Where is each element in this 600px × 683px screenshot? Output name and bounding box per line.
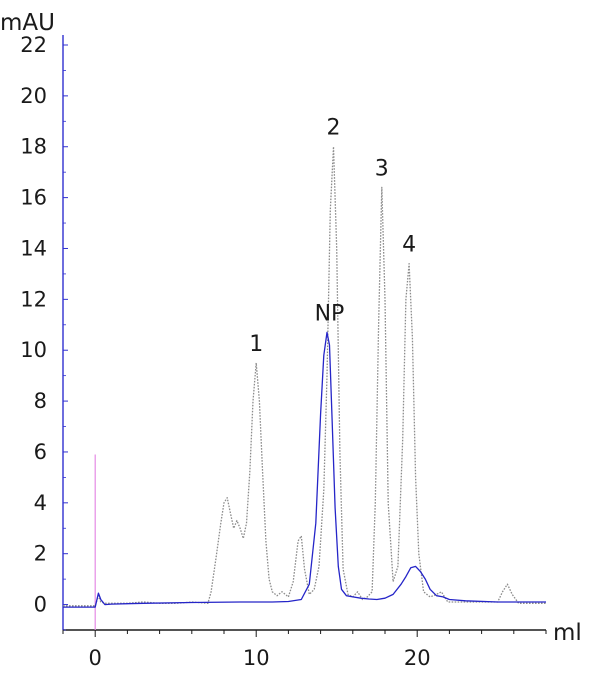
y-tick-label-18: 18 <box>20 135 47 159</box>
peak-label-1: 1 <box>249 332 263 357</box>
y-axis-unit-label: mAU <box>0 10 55 36</box>
y-tick-label-16: 16 <box>20 186 47 210</box>
plot-lines <box>63 146 546 608</box>
y-tick-label-0: 0 <box>34 593 47 617</box>
peak-label-3: 3 <box>375 156 389 181</box>
x-tick-label-20: 20 <box>404 646 431 670</box>
tick-marks <box>62 44 547 637</box>
axes <box>62 35 546 631</box>
y-tick-label-14: 14 <box>20 236 47 260</box>
series-line-1 <box>63 331 546 608</box>
x-tick-label-0: 0 <box>89 646 102 670</box>
peak-label-2: 2 <box>326 116 340 141</box>
y-tick-label-8: 8 <box>34 389 47 413</box>
series-line-0 <box>63 146 546 607</box>
y-tick-label-20: 20 <box>20 84 47 108</box>
peak-label-np: NP <box>315 301 345 326</box>
labels: mAU ml 0 2 4 6 8 10 12 14 16 18 20 22 0 10 20 1 NP 2 3 4 <box>0 10 582 670</box>
y-tick-label-6: 6 <box>34 440 47 464</box>
y-tick-label-2: 2 <box>34 542 47 566</box>
x-axis-unit-label: ml <box>553 620 582 646</box>
y-tick-label-22: 22 <box>20 33 47 57</box>
x-tick-label-10: 10 <box>243 646 270 670</box>
y-tick-label-4: 4 <box>34 491 47 515</box>
peak-label-4: 4 <box>402 233 416 258</box>
y-tick-label-12: 12 <box>20 287 47 311</box>
y-tick-label-10: 10 <box>20 338 47 362</box>
